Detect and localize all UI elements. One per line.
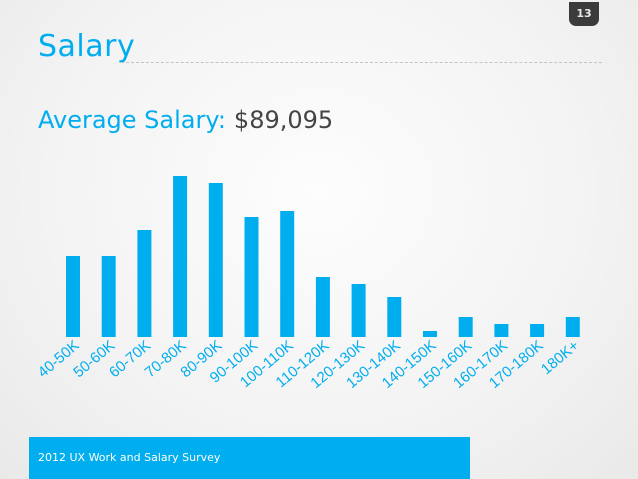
bar-150-160K (458, 317, 473, 337)
bar-110-120K (315, 277, 330, 337)
footer-source: 2012 UX Work and Salary Survey (38, 451, 221, 464)
bar-80-90K (208, 183, 223, 337)
chart-bars (66, 176, 580, 337)
bar-50-60K (101, 256, 116, 337)
bar-160-170K (494, 324, 509, 337)
bar-90-100K (244, 217, 259, 337)
slide-number-badge: 13 (569, 2, 599, 26)
bar-40-50K (66, 256, 80, 337)
bar-170-180K (530, 324, 545, 337)
chart-x-tick-labels: 40-50K50-60K60-70K70-80K80-90K90-100K100… (35, 337, 583, 392)
tick-label-180K+: 180K+ (538, 337, 583, 378)
bar-100-110K (280, 211, 295, 337)
bar-120-130K (351, 284, 366, 337)
average-salary-value: $89,095 (233, 106, 334, 134)
bar-130-140K (387, 297, 402, 337)
bar-180K+ (565, 317, 580, 337)
bar-140-150K (423, 331, 437, 337)
footer-bar: 2012 UX Work and Salary Survey (29, 437, 470, 479)
average-salary: Average Salary: $89,095 (38, 106, 333, 134)
bar-60-70K (137, 230, 152, 337)
bar-70-80K (173, 176, 188, 337)
slide-title: Salary (38, 29, 136, 64)
title-divider (121, 62, 602, 63)
average-salary-label: Average Salary: (38, 106, 226, 134)
